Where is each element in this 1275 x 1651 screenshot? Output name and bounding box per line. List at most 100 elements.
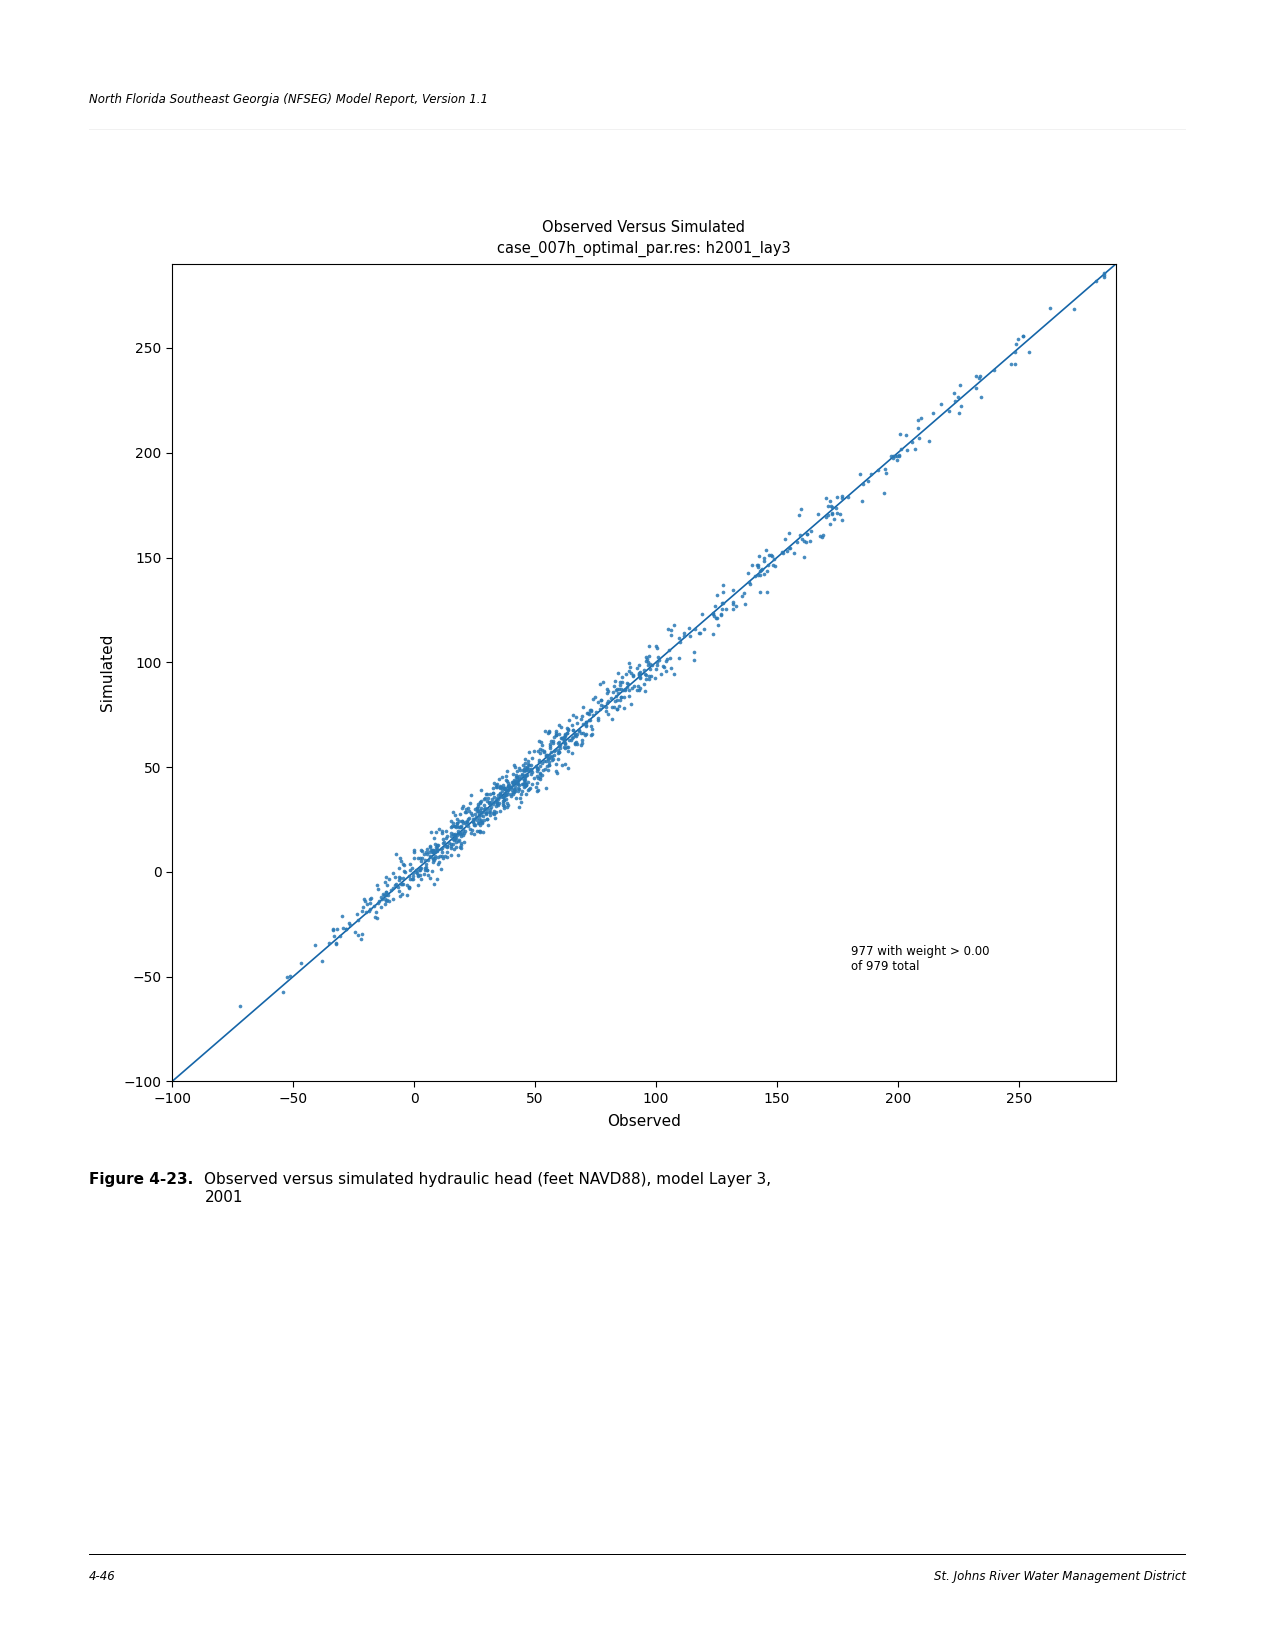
Point (417, 862, 437, 888)
Point (470, 776, 491, 802)
Point (557, 720, 578, 746)
Point (397, 872, 417, 898)
Point (467, 797, 487, 824)
Point (797, 520, 817, 546)
Point (450, 814, 470, 840)
Point (473, 799, 493, 826)
Point (562, 712, 583, 738)
Point (431, 834, 451, 860)
Point (499, 769, 519, 796)
Point (539, 745, 560, 771)
Point (816, 485, 836, 512)
Point (891, 436, 912, 462)
Point (351, 926, 371, 953)
Point (423, 826, 444, 852)
Point (950, 393, 970, 419)
Point (757, 558, 778, 584)
Point (230, 992, 250, 1019)
Point (469, 802, 490, 829)
Point (365, 903, 385, 930)
Point (603, 674, 623, 700)
Point (477, 806, 497, 832)
Point (515, 746, 536, 773)
Point (621, 690, 641, 717)
Point (462, 816, 482, 842)
Point (436, 832, 456, 859)
Point (435, 842, 455, 868)
Point (725, 593, 746, 619)
Point (544, 741, 565, 768)
Point (565, 730, 585, 756)
Point (421, 819, 441, 845)
Point (441, 814, 462, 840)
Point (608, 680, 629, 707)
Point (822, 500, 843, 527)
Point (636, 646, 657, 672)
Point (462, 801, 482, 827)
Point (487, 788, 507, 814)
Point (495, 776, 515, 802)
Point (411, 849, 431, 875)
Point (618, 650, 639, 677)
Point (444, 835, 464, 862)
Point (496, 781, 516, 807)
Point (446, 809, 467, 835)
Point (1007, 325, 1028, 352)
Point (550, 721, 570, 748)
Point (451, 832, 472, 859)
Point (713, 589, 733, 616)
Point (547, 746, 567, 773)
Point (543, 738, 564, 764)
Point (521, 771, 542, 797)
Point (611, 684, 631, 710)
Point (469, 789, 490, 816)
Point (472, 804, 492, 830)
Point (404, 845, 425, 872)
Point (425, 872, 445, 898)
Point (419, 832, 440, 859)
Point (589, 670, 609, 697)
Point (779, 535, 799, 561)
Point (403, 863, 423, 890)
Point (482, 786, 502, 812)
Point (446, 834, 467, 860)
Point (557, 738, 578, 764)
Point (481, 789, 501, 816)
Point (437, 824, 458, 850)
Point (277, 964, 297, 991)
Point (984, 357, 1005, 383)
Point (528, 764, 548, 791)
Point (546, 751, 566, 778)
Point (533, 738, 553, 764)
Point (486, 792, 506, 819)
Point (583, 685, 603, 712)
Point (375, 868, 395, 895)
Point (553, 728, 574, 755)
Point (516, 773, 537, 799)
Point (550, 728, 570, 755)
Point (530, 761, 551, 788)
Point (536, 741, 556, 768)
Point (399, 875, 419, 901)
Point (490, 774, 510, 801)
Point (509, 773, 529, 799)
Point (472, 796, 492, 822)
Point (361, 885, 381, 911)
Point (490, 781, 510, 807)
Point (504, 751, 524, 778)
Point (590, 695, 611, 721)
Point (688, 621, 709, 647)
Point (824, 505, 844, 532)
Point (673, 622, 694, 649)
Point (450, 814, 470, 840)
Point (426, 819, 446, 845)
Point (477, 796, 497, 822)
Point (487, 792, 507, 819)
Point (513, 761, 533, 788)
Point (422, 849, 442, 875)
Point (713, 573, 733, 599)
Point (598, 700, 618, 726)
Point (379, 867, 399, 893)
Point (552, 725, 572, 751)
Point (509, 794, 529, 821)
